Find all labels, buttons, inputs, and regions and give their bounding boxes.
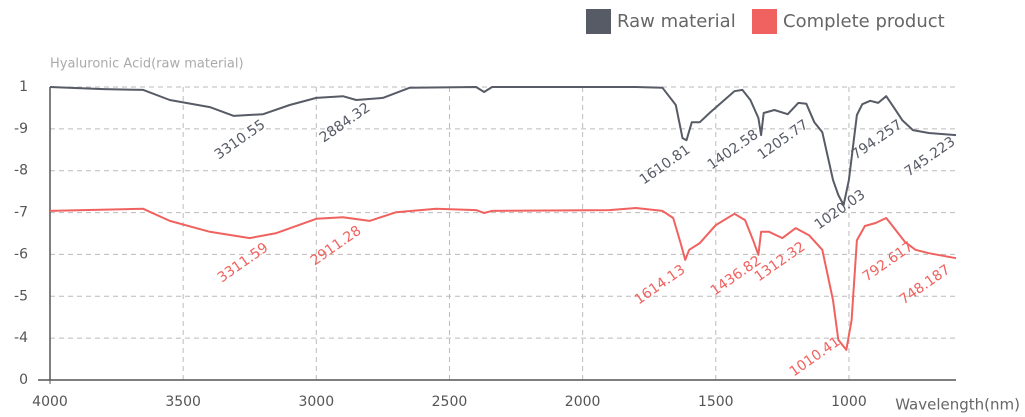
peak-label: 794.257 bbox=[849, 117, 906, 163]
peak-label: 3310.55 bbox=[212, 117, 269, 163]
legend-swatch bbox=[586, 9, 611, 34]
peak-label: 3311.59 bbox=[215, 240, 272, 286]
x-tick-label: 1500 bbox=[698, 394, 734, 410]
peak-label: 2911.28 bbox=[308, 223, 365, 269]
peak-label: 1010.41 bbox=[787, 334, 844, 380]
legend-swatch bbox=[752, 9, 777, 34]
y-axis-label: Hyaluronic Acid(raw material) bbox=[50, 57, 244, 72]
x-tick-label: 1000 bbox=[831, 394, 867, 410]
peak-label: 745.223 bbox=[902, 134, 959, 180]
peak-label: 748.187 bbox=[897, 262, 954, 308]
y-tick-label: -4 bbox=[14, 330, 28, 346]
y-tick-label: -7 bbox=[14, 205, 28, 221]
y-tick-label: 1 bbox=[19, 79, 28, 95]
peak-label: 1614.13 bbox=[632, 262, 689, 308]
y-tick-label: -8 bbox=[14, 163, 28, 179]
series-line bbox=[49, 207, 957, 351]
x-tick-label: 3000 bbox=[298, 394, 334, 410]
y-tick-label: -9 bbox=[14, 121, 28, 137]
y-tick-label: 0 bbox=[19, 372, 28, 388]
x-tick-label: 2500 bbox=[432, 394, 468, 410]
y-tick-label: -6 bbox=[14, 246, 28, 262]
x-axis-label: Wavelength(nm) bbox=[895, 396, 1020, 414]
y-tick-label: -5 bbox=[14, 288, 28, 304]
x-tick-label: 3500 bbox=[165, 394, 201, 410]
x-tick-label: 2000 bbox=[565, 394, 601, 410]
series-line bbox=[49, 86, 957, 206]
peak-label: 792.617 bbox=[860, 239, 917, 285]
peak-label: 2884.32 bbox=[317, 100, 374, 146]
x-tick-label: 4000 bbox=[32, 394, 68, 410]
legend-label: Raw material bbox=[617, 11, 736, 32]
peak-label: 1402.58 bbox=[705, 127, 762, 173]
legend-label: Complete product bbox=[783, 11, 945, 32]
peak-label: 1020.03 bbox=[812, 187, 869, 233]
peak-label: 1610.81 bbox=[637, 142, 694, 188]
